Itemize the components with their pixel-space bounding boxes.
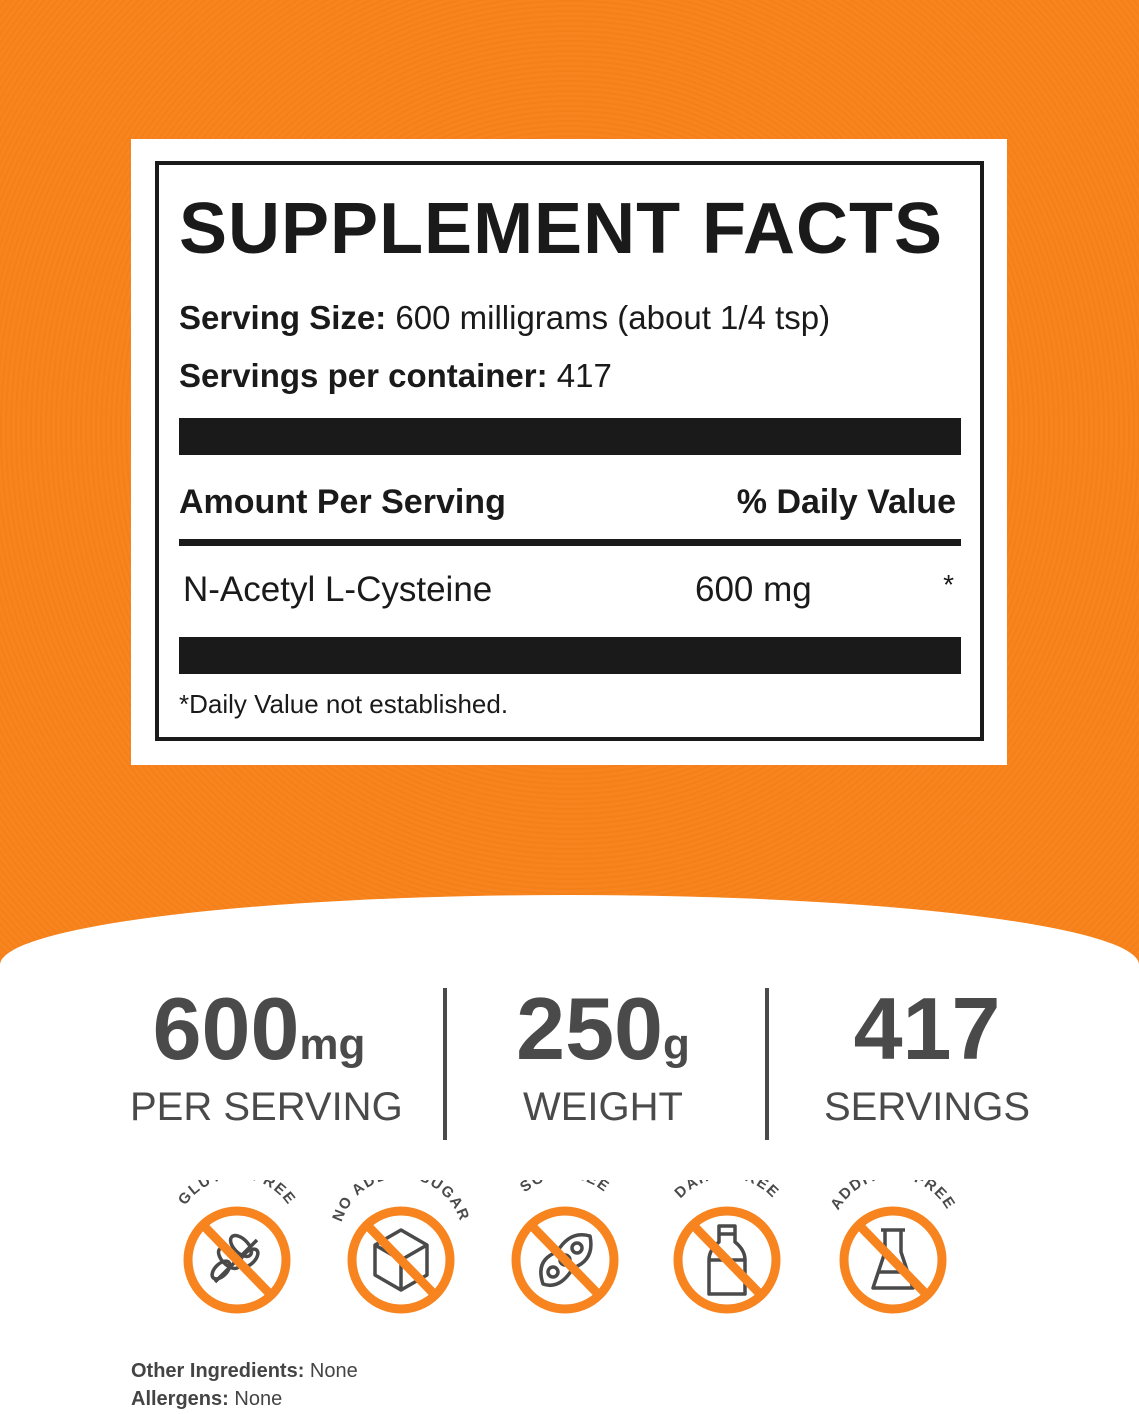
prohibited-icon <box>839 1206 947 1314</box>
stat-value: 250 <box>516 979 663 1078</box>
prohibited-icon <box>183 1206 291 1314</box>
stat-servings: 417 SERVINGS <box>800 985 1054 1130</box>
stat-unit: g <box>662 1020 690 1069</box>
other-ingredients: Other Ingredients: None <box>131 1360 358 1383</box>
badge-dairy-free: DAIRY FREE <box>657 1165 797 1320</box>
daily-value-header: % Daily Value <box>736 483 956 521</box>
amount-per-serving-header: Amount Per Serving <box>179 483 506 521</box>
allergens-label: Allergens: <box>131 1388 229 1410</box>
prohibited-icon <box>673 1206 781 1314</box>
badge-no-added-sugar: NO ADDED SUGAR <box>329 1165 471 1320</box>
badge-soy-free: SOY FREE <box>495 1165 635 1320</box>
stat-value: 417 <box>853 979 1001 1078</box>
nutrient-name: N-Acetyl L-Cysteine <box>183 570 493 609</box>
stat-per-serving: 600mg PER SERVING <box>130 985 403 1130</box>
prohibited-icon <box>511 1206 619 1314</box>
other-ingredients-label: Other Ingredients: <box>131 1360 305 1382</box>
servings-value: 417 <box>556 357 612 394</box>
serving-size-label: Serving Size: <box>179 299 387 336</box>
allergens-value: None <box>234 1388 283 1410</box>
serving-size: Serving Size: 600 milligrams (about 1/4 … <box>179 299 830 337</box>
badge-label: DAIRY FREE <box>671 1180 782 1202</box>
stat-divider <box>443 988 447 1140</box>
allergens: Allergens: None <box>131 1388 282 1411</box>
footnote: *Daily Value not established. <box>179 689 509 719</box>
header-divider <box>179 539 961 546</box>
nutrient-dv: * <box>943 569 954 600</box>
supplement-facts-border: SUPPLEMENT FACTS Serving Size: 600 milli… <box>155 161 984 741</box>
bottom-thick-divider <box>179 637 961 674</box>
badge-label: SOY FREE <box>517 1180 613 1196</box>
badge-label: NO ADDED SUGAR <box>331 1180 471 1224</box>
stat-label: WEIGHT <box>523 1085 683 1129</box>
badge-additive-free: ADDITIVE FREE <box>823 1165 963 1320</box>
nutrient-amount: 600 mg <box>695 570 812 609</box>
white-curved-panel <box>0 895 1139 1414</box>
stat-unit: mg <box>299 1020 366 1069</box>
stat-weight: 250g WEIGHT <box>480 985 726 1130</box>
supplement-facts-panel: SUPPLEMENT FACTS Serving Size: 600 milli… <box>131 139 1007 765</box>
serving-size-value: 600 milligrams (about 1/4 tsp) <box>395 299 831 336</box>
other-ingredients-value: None <box>309 1360 358 1382</box>
stat-divider <box>765 988 769 1140</box>
stat-value: 600 <box>152 979 300 1078</box>
badge-gluten-free: GLUTEN FREE <box>167 1165 307 1320</box>
badge-label: GLUTEN FREE <box>175 1180 299 1208</box>
thick-divider <box>179 418 961 455</box>
servings-per-container: Servings per container: 417 <box>179 357 612 395</box>
stat-label: SERVINGS <box>824 1085 1030 1129</box>
servings-label: Servings per container: <box>179 357 548 394</box>
prohibited-icon <box>347 1206 455 1314</box>
stat-label: PER SERVING <box>130 1085 403 1129</box>
label-title: SUPPLEMENT FACTS <box>179 189 944 269</box>
